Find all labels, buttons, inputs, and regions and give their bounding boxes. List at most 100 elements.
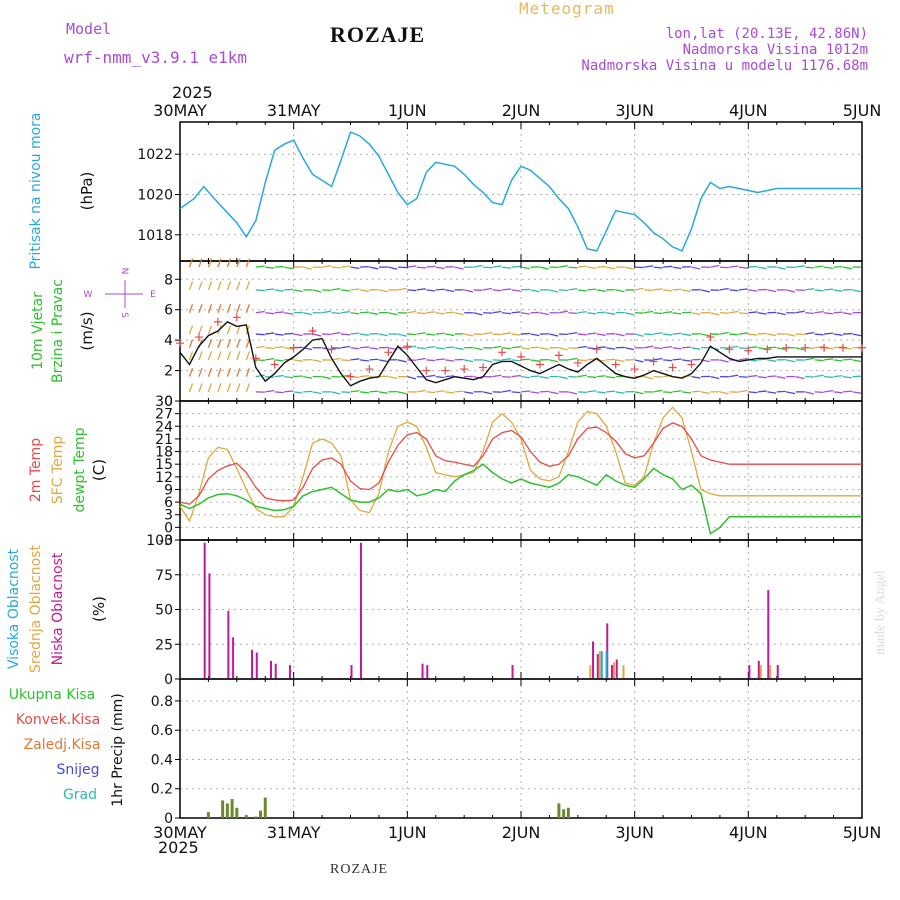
- wind-barb: [293, 333, 303, 337]
- cloud-bar: [269, 660, 272, 679]
- wind-barb: [558, 347, 568, 351]
- temperature-ytick-label: 12: [155, 470, 173, 486]
- wind-barb: [303, 312, 313, 316]
- precip-bar: [230, 798, 234, 818]
- wind-barb: [691, 266, 701, 270]
- wind-barb: [842, 376, 853, 379]
- wind-barb: [511, 311, 521, 314]
- date-label-bottom: 3JUN: [615, 823, 654, 842]
- precip-bar: [206, 812, 210, 818]
- cloud-bar: [274, 663, 277, 679]
- wind-barb: [511, 346, 521, 349]
- wind-barb: [226, 339, 232, 348]
- wind-barb: [833, 346, 843, 349]
- wind-barb: [587, 376, 597, 379]
- wind-barb: [786, 289, 796, 293]
- footer-station: ROZAJE: [330, 862, 389, 877]
- wind-barb: [539, 347, 549, 351]
- wind-barb: [188, 304, 194, 313]
- wind-barb: [312, 391, 322, 395]
- wind-barb: [350, 347, 360, 350]
- wind-barb: [663, 289, 673, 292]
- wind-barb: [293, 359, 303, 362]
- wind-barb: [776, 347, 786, 351]
- wind-barb: [435, 288, 445, 291]
- precip-ytick-label: 0: [164, 811, 173, 827]
- precip-legend-item: Grad: [63, 787, 97, 803]
- wind-barb: [691, 390, 701, 393]
- wind-barb: [520, 347, 531, 350]
- wind-barb: [369, 358, 379, 361]
- wind-barb: [852, 289, 862, 293]
- wind-gust-marker: [744, 346, 753, 355]
- wind-barb: [776, 376, 786, 379]
- wind-barb: [198, 383, 203, 393]
- wind-barb: [615, 391, 625, 394]
- wind-barb: [236, 383, 241, 393]
- wind-barb: [378, 333, 388, 337]
- wind-axis-unit: (m/s): [78, 311, 96, 350]
- wind-barb: [226, 367, 232, 377]
- cloud-bar: [359, 542, 362, 679]
- wind-barb: [795, 310, 805, 314]
- wind-barb: [748, 289, 758, 292]
- wind-barb: [274, 374, 284, 378]
- wind-barb: [511, 333, 521, 336]
- precip-ytick-label: 0.2: [151, 782, 173, 798]
- compass-n: N: [119, 268, 129, 275]
- wind-gust-marker: [858, 343, 866, 352]
- wind-barb: [814, 265, 824, 268]
- wind-barb: [198, 325, 203, 335]
- pressure-ytick-label: 1018: [137, 228, 173, 244]
- wind-barb: [663, 345, 673, 349]
- wind-barb: [710, 264, 720, 268]
- precip-bar: [254, 816, 258, 818]
- wind-barb: [407, 345, 417, 349]
- wind-barb: [312, 333, 322, 337]
- compass-e: E: [150, 290, 156, 300]
- wind-barb: [842, 312, 853, 315]
- dewpoint-line: [179, 463, 862, 535]
- cloud-panel: 0 25 50 75 100: [146, 533, 863, 688]
- wind-barb: [340, 265, 351, 268]
- wind-barb: [331, 331, 341, 335]
- wind-barb: [284, 312, 294, 315]
- wind-barb: [852, 391, 862, 394]
- wind-barb: [416, 288, 426, 291]
- wind-barb: [407, 265, 417, 268]
- cloud-bar: [426, 665, 429, 679]
- wind-barb: [663, 391, 673, 394]
- wind-barb: [445, 289, 455, 293]
- wind-barb: [340, 289, 351, 292]
- wind-barb: [805, 312, 815, 315]
- wind-gust-marker: [498, 348, 507, 357]
- wind-barb: [217, 339, 222, 348]
- temp-axis-name-1: 2m Temp: [28, 438, 44, 502]
- wind-barb: [255, 289, 265, 292]
- date-label-top: 5JUN: [843, 101, 882, 120]
- wind-barb: [568, 312, 578, 315]
- wind-barb: [435, 332, 445, 335]
- cloud-axis-name-3: Niska Oblacnost: [50, 552, 66, 665]
- wind-barb: [293, 375, 303, 378]
- wind-ytick-label: 2: [164, 364, 173, 380]
- wind-barb: [805, 331, 815, 335]
- wind-barb: [625, 347, 635, 351]
- wind-barb: [255, 333, 265, 336]
- wind-barb-row: [188, 325, 862, 337]
- wind-barb: [188, 281, 194, 291]
- wind-barb: [710, 312, 720, 316]
- wind-barb: [293, 289, 303, 293]
- wind-barb: [397, 287, 407, 291]
- wind-barb: [596, 375, 606, 378]
- wind-barb: [321, 310, 332, 314]
- wind-barb: [568, 266, 578, 269]
- wind-barb: [217, 351, 222, 361]
- wind-barb: [426, 374, 436, 378]
- wind-barb: [265, 389, 275, 393]
- wind-barb-row: [188, 304, 862, 316]
- wind-barb: [663, 311, 673, 314]
- wind-barb: [284, 266, 294, 270]
- wind-barb: [814, 333, 824, 336]
